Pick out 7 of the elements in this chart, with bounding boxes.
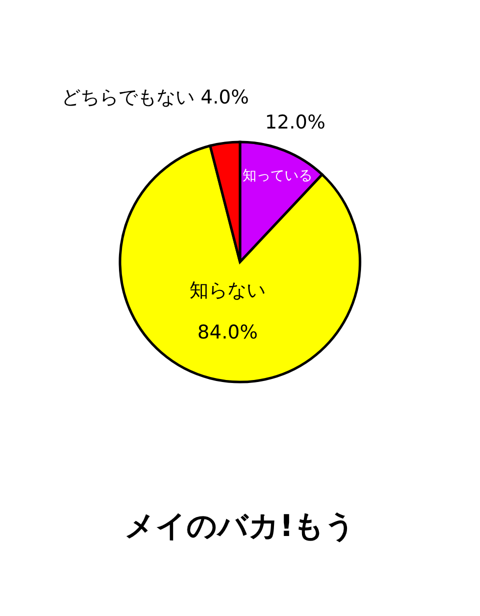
data-label: 12.0% <box>265 112 326 134</box>
text: メイのバカ!もう <box>124 509 356 544</box>
slice-label: どちらでもない 4.0% <box>62 86 249 109</box>
pie-slice <box>118 144 362 384</box>
slice-label: 知っている <box>242 168 313 184</box>
data-label: 84.0% <box>197 321 258 344</box>
slice-label: 知らない <box>190 279 266 302</box>
